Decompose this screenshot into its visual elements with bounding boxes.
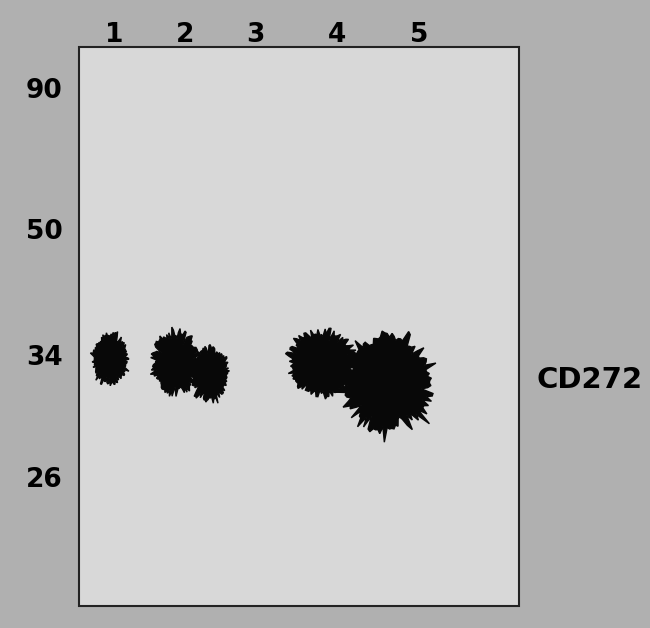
Text: 2: 2 (176, 21, 194, 48)
Text: 26: 26 (25, 467, 62, 494)
Text: 90: 90 (25, 78, 62, 104)
Text: 50: 50 (25, 219, 62, 246)
Polygon shape (90, 332, 129, 386)
Text: 4: 4 (328, 21, 346, 48)
Polygon shape (285, 328, 362, 399)
Text: 5: 5 (410, 21, 428, 48)
Polygon shape (190, 345, 229, 403)
Text: 34: 34 (26, 345, 62, 371)
Bar (79, 47, 519, 606)
Polygon shape (150, 327, 200, 396)
Polygon shape (334, 331, 436, 442)
Text: 1: 1 (105, 21, 124, 48)
Text: 3: 3 (246, 21, 265, 48)
Text: CD272: CD272 (537, 366, 643, 394)
